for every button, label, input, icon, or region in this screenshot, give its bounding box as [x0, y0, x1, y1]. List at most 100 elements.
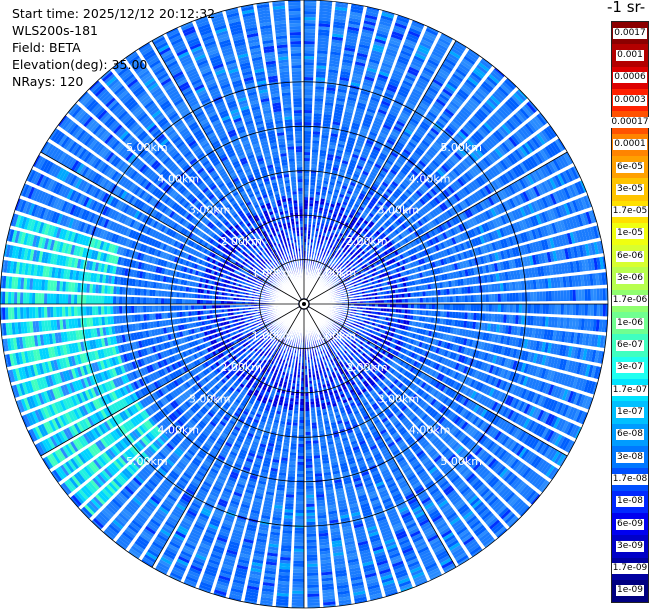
beta-cell	[312, 134, 320, 138]
beta-cell	[590, 304, 594, 316]
beta-cell	[551, 290, 555, 302]
beta-cell	[403, 287, 408, 293]
beta-cell	[322, 128, 330, 133]
beta-cell	[304, 179, 310, 183]
beta-cell	[304, 29, 316, 33]
beta-cell	[449, 296, 453, 303]
beta-cell	[304, 149, 311, 153]
beta-cell	[315, 77, 326, 81]
beta-cell	[304, 32, 316, 36]
beta-cell	[527, 304, 531, 314]
beta-cell	[485, 294, 489, 302]
beta-cell	[316, 56, 328, 61]
beta-cell	[312, 215, 317, 219]
beta-cell	[304, 215, 308, 219]
beta-cell	[334, 9, 347, 15]
beta-cell	[467, 312, 471, 320]
beta-cell	[461, 295, 465, 303]
beta-cell	[422, 304, 426, 309]
beta-cell	[422, 291, 426, 297]
beta-cell	[312, 131, 321, 135]
beta-cell	[446, 296, 450, 303]
beta-cell	[422, 297, 426, 303]
beta-cell	[566, 304, 570, 315]
beta-cell	[563, 290, 567, 302]
beta-cell	[398, 293, 402, 298]
beta-cell	[425, 297, 429, 303]
beta-cell	[395, 308, 399, 313]
beta-cell	[304, 0, 317, 3]
beta-cell	[333, 21, 346, 26]
beta-cell	[590, 288, 594, 301]
beta-cell	[566, 290, 570, 301]
beta-cell	[304, 206, 309, 210]
beta-cell	[315, 227, 320, 232]
beta-cell	[304, 191, 309, 195]
beta-cell	[311, 227, 316, 231]
beta-cell	[318, 29, 330, 34]
beta-cell	[415, 315, 420, 321]
beta-cell	[461, 287, 465, 294]
beta-cell	[521, 292, 525, 302]
beta-cell	[412, 286, 417, 292]
beta-cell	[329, 54, 341, 59]
beta-cell	[314, 107, 323, 111]
beta-cell	[443, 296, 447, 303]
beta-cell	[304, 98, 313, 102]
beta-cell	[304, 59, 315, 63]
beta-cell	[309, 188, 315, 192]
beta-cell	[407, 292, 411, 298]
beta-cell	[304, 20, 316, 24]
beta-cell	[311, 167, 317, 171]
beta-cell	[310, 173, 317, 177]
beta-cell	[323, 111, 333, 116]
beta-cell	[473, 294, 477, 303]
beta-cell	[527, 292, 531, 302]
beta-cell	[307, 233, 311, 237]
beta-cell	[383, 299, 387, 304]
beta-cell	[419, 310, 423, 316]
beta-cell	[572, 289, 576, 301]
beta-cell	[313, 113, 322, 117]
beta-cell	[554, 290, 558, 302]
beta-cell	[455, 304, 459, 311]
beta-cell	[304, 188, 309, 192]
beta-cell	[304, 236, 307, 240]
beta-cell	[476, 285, 480, 293]
beta-cell	[304, 218, 308, 222]
beta-cell	[314, 104, 323, 108]
beta-cell	[304, 185, 309, 189]
beta-cell	[440, 304, 444, 310]
beta-cell	[321, 131, 330, 136]
beta-cell	[539, 291, 543, 302]
beta-cell	[318, 158, 326, 163]
beta-cell	[409, 315, 414, 320]
beta-cell	[314, 101, 323, 105]
beta-cell	[304, 95, 313, 99]
beta-cell	[413, 292, 417, 297]
beta-cell	[584, 289, 588, 301]
beta-cell	[578, 289, 582, 301]
beta-cell	[581, 304, 585, 316]
beta-cell	[407, 298, 411, 303]
beta-cell	[536, 291, 540, 302]
beta-cell	[440, 289, 444, 296]
beta-cell	[312, 221, 317, 225]
beta-cell	[428, 290, 432, 297]
beta-cell	[321, 134, 329, 139]
beta-cell	[413, 298, 417, 303]
beta-cell	[308, 224, 312, 228]
beta-cell	[304, 122, 312, 126]
beta-cell	[424, 316, 429, 323]
beta-cell	[318, 23, 331, 28]
beta-cell	[318, 164, 325, 169]
beta-cell	[330, 48, 342, 53]
beta-cell	[308, 218, 313, 222]
beta-cell	[316, 185, 322, 190]
beta-cell	[317, 44, 329, 49]
beta-cell	[319, 152, 327, 157]
beta-cell	[327, 75, 338, 80]
beta-cell	[533, 291, 537, 302]
beta-cell	[318, 161, 325, 166]
beta-cell	[482, 304, 486, 312]
